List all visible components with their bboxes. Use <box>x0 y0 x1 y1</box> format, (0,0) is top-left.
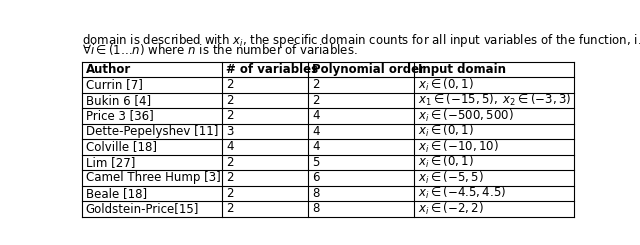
Text: 2: 2 <box>312 94 320 107</box>
Text: Author: Author <box>86 63 131 76</box>
Text: Currin [7]: Currin [7] <box>86 78 142 91</box>
Text: 2: 2 <box>226 202 234 215</box>
Text: 8: 8 <box>312 202 319 215</box>
Text: $x_i \in (-4.5, 4.5)$: $x_i \in (-4.5, 4.5)$ <box>418 185 506 201</box>
Text: $x_i \in (-500, 500)$: $x_i \in (-500, 500)$ <box>418 108 514 124</box>
Text: $x_i \in (-5, 5)$: $x_i \in (-5, 5)$ <box>418 170 484 186</box>
Text: Camel Three Hump [3]: Camel Three Hump [3] <box>86 171 220 184</box>
Text: 2: 2 <box>226 78 234 91</box>
Text: 4: 4 <box>312 125 320 138</box>
Text: 4: 4 <box>312 140 320 153</box>
Text: $x_i \in (0, 1)$: $x_i \in (0, 1)$ <box>418 123 474 139</box>
Text: $\forall i \in (1 \ldots n)$ where $n$ is the number of variables.: $\forall i \in (1 \ldots n)$ where $n$ i… <box>81 42 357 58</box>
Text: 2: 2 <box>226 171 234 184</box>
Text: Beale [18]: Beale [18] <box>86 187 147 200</box>
Text: Goldstein-Price[15]: Goldstein-Price[15] <box>86 202 199 215</box>
Text: # of variables: # of variables <box>226 63 318 76</box>
Text: 5: 5 <box>312 156 319 169</box>
Text: 2: 2 <box>226 187 234 200</box>
Text: 2: 2 <box>226 156 234 169</box>
Text: 8: 8 <box>312 187 319 200</box>
Text: Input domain: Input domain <box>418 63 506 76</box>
Text: Bukin 6 [4]: Bukin 6 [4] <box>86 94 150 107</box>
Text: $x_1 \in (-15, 5),\ x_2 \in (-3, 3)$: $x_1 \in (-15, 5),\ x_2 \in (-3, 3)$ <box>418 92 572 109</box>
Text: 4: 4 <box>226 140 234 153</box>
Text: 6: 6 <box>312 171 320 184</box>
Text: Price 3 [36]: Price 3 [36] <box>86 110 153 122</box>
Text: 3: 3 <box>226 125 234 138</box>
Text: $x_i \in (0, 1)$: $x_i \in (0, 1)$ <box>418 154 474 170</box>
Text: Polynomial order: Polynomial order <box>312 63 425 76</box>
Text: Lim [27]: Lim [27] <box>86 156 135 169</box>
Text: 2: 2 <box>226 94 234 107</box>
Text: 2: 2 <box>226 110 234 122</box>
Text: domain is described with $x_i$, the specific domain counts for all input variabl: domain is described with $x_i$, the spec… <box>81 32 640 49</box>
Text: 4: 4 <box>312 110 320 122</box>
Text: $x_i \in (-10, 10)$: $x_i \in (-10, 10)$ <box>418 139 499 155</box>
Text: 2: 2 <box>312 78 320 91</box>
Text: Colville [18]: Colville [18] <box>86 140 157 153</box>
Text: Dette-Pepelyshev [11]: Dette-Pepelyshev [11] <box>86 125 218 138</box>
Text: $x_i \in (-2, 2)$: $x_i \in (-2, 2)$ <box>418 201 484 217</box>
Text: $x_i \in (0, 1)$: $x_i \in (0, 1)$ <box>418 77 474 93</box>
